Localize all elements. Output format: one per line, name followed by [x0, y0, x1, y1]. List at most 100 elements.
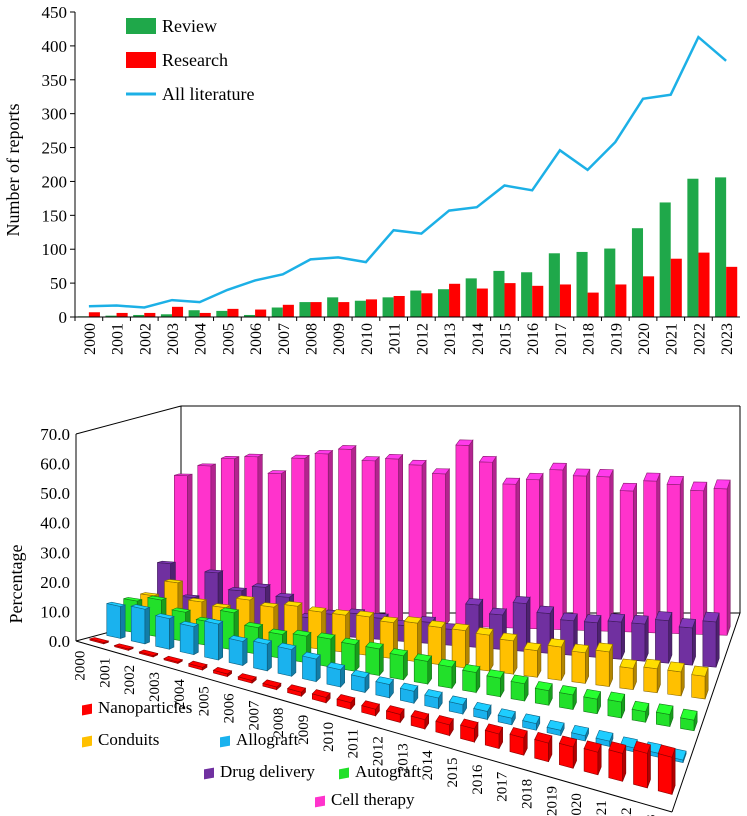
bar-top-face: [187, 597, 208, 603]
bar-top-face: [88, 637, 110, 643]
top-y-axis: 0 50 100 150 200 250 300 350 400 450: [42, 3, 76, 327]
bar-side-face: [492, 455, 497, 629]
research-bar: [421, 293, 433, 317]
review-bar: [299, 302, 311, 317]
reports-chart: 0 50 100 150 200 250 300 350 400 450 2000 2001 2002…: [3, 3, 740, 355]
bar-3d: [385, 705, 405, 724]
top-x-axis: 2000 2001 2002 2003 2004 2005 2006 2007 2008 2009…: [74, 316, 740, 355]
percentage-chart: 0.0 10.0 20.0 30.0 40.0 50.0 60.0 70.0 2000 2001…: [6, 405, 741, 816]
bar-top-face: [385, 705, 405, 715]
research-bar: [726, 266, 738, 317]
bar-3d: [536, 605, 555, 654]
top-x-tick-label: 2019: [608, 323, 625, 355]
bar-3d: [365, 641, 384, 677]
bar-top-face: [410, 710, 430, 721]
top-x-tick-label: 2014: [470, 323, 487, 355]
bottom-x-tick-label: 2017: [495, 771, 511, 802]
top-y-tick-label: 150: [42, 206, 68, 225]
review-bar: [631, 228, 644, 317]
bar-top-face: [316, 632, 336, 640]
bar-side-face: [703, 482, 708, 635]
top-x-tick-label: 2010: [359, 323, 376, 355]
bar-3d: [252, 637, 273, 672]
review-bar: [354, 300, 366, 317]
bar-top-face: [427, 620, 446, 628]
research-bar: [698, 252, 710, 317]
bar-top-face: [595, 730, 614, 742]
bar-top-face: [654, 611, 673, 621]
bar-3d: [546, 719, 565, 737]
bottom-x-tick-label: 2009: [296, 715, 312, 745]
bar-top-face: [212, 667, 233, 675]
bottom-x-tick-label: 2000: [72, 651, 88, 681]
bar-3d: [88, 637, 110, 645]
bar-top-face: [350, 669, 370, 679]
legend-label: Review: [162, 16, 217, 36]
review-bar: [327, 297, 339, 317]
review-bar: [687, 178, 699, 317]
bar-3d: [502, 477, 521, 630]
bar-top-face: [262, 679, 282, 688]
bar-3d: [633, 740, 651, 789]
research-bar: [449, 283, 461, 317]
research-bar: [144, 312, 156, 317]
bar-front-face: [691, 674, 706, 700]
legend-swatch: [315, 795, 325, 808]
bottom-y-axis: 0.0 10.0 20.0 30.0 40.0 50.0 60.0 70.0: [40, 425, 70, 651]
bar-top-face: [546, 719, 565, 731]
bottom-y-tick-label: 20.0: [40, 573, 70, 592]
research-bar: [310, 302, 322, 317]
research-bar: [116, 312, 128, 317]
research-bar: [532, 285, 544, 317]
bar-top-face: [571, 724, 590, 737]
bar-3d: [340, 637, 360, 673]
bar-top-face: [355, 610, 375, 618]
bar-3d: [643, 472, 661, 634]
bar-front-face: [702, 620, 717, 668]
bottom-y-tick-label: 70.0: [40, 425, 70, 444]
bar-3d: [424, 689, 443, 710]
bar-top-face: [171, 607, 192, 613]
bar-3d: [410, 710, 430, 731]
bar-front-face: [655, 619, 670, 664]
research-bar: [365, 299, 378, 317]
legend-swatch: [126, 18, 156, 34]
bar-top-face: [113, 643, 135, 650]
bar-top-face: [522, 713, 541, 724]
bar-front-face: [432, 473, 446, 626]
top-x-tick-label: 2021: [664, 323, 681, 355]
bar-3d: [187, 660, 208, 671]
bar-top-face: [560, 612, 578, 622]
bar-side-face: [632, 483, 637, 633]
bar-top-face: [451, 623, 470, 632]
legend-label: Nanoparticles: [98, 698, 192, 717]
bottom-x-tick-label: 2003: [147, 672, 163, 702]
legend-swatch: [220, 735, 230, 748]
bar-3d: [138, 649, 159, 658]
bar-top-face: [379, 616, 399, 624]
bar-3d: [203, 618, 224, 661]
bottom-x-tick-label: 2023: [644, 814, 660, 816]
bar-3d: [643, 658, 661, 694]
bar-front-face: [499, 638, 514, 675]
bar-3d: [399, 682, 419, 705]
review-bar: [133, 314, 145, 317]
bar-top-face: [187, 660, 208, 668]
bar-3d: [559, 685, 577, 710]
top-y-tick-label: 450: [42, 3, 68, 22]
bar-top-face: [283, 601, 303, 607]
top-y-tick-label: 50: [50, 274, 67, 293]
bar-top-face: [219, 607, 240, 614]
top-x-tick-label: 2004: [193, 323, 210, 355]
bar-front-face: [608, 749, 623, 782]
bar-3d: [384, 453, 404, 625]
research-bar: [643, 276, 655, 317]
bar-top-face: [667, 661, 685, 673]
bar-top-face: [509, 727, 528, 739]
review-bar: [493, 270, 505, 317]
bar-front-face: [475, 633, 490, 672]
bottom-x-tick-label: 2011: [346, 729, 362, 758]
bar-side-face: [266, 640, 272, 672]
bar-top-face: [691, 665, 709, 677]
